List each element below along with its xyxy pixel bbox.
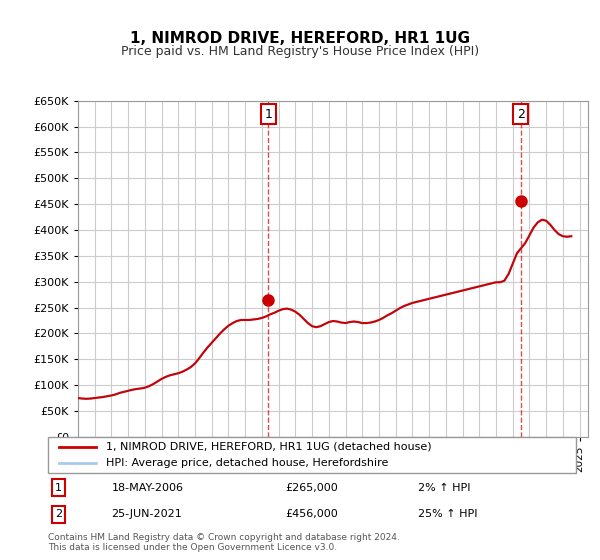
Text: 2: 2	[55, 509, 62, 519]
Text: 1: 1	[55, 483, 62, 493]
Text: 2: 2	[517, 108, 525, 121]
Text: Contains HM Land Registry data © Crown copyright and database right 2024.: Contains HM Land Registry data © Crown c…	[48, 533, 400, 542]
FancyBboxPatch shape	[48, 437, 576, 473]
Text: 1, NIMROD DRIVE, HEREFORD, HR1 1UG (detached house): 1, NIMROD DRIVE, HEREFORD, HR1 1UG (deta…	[106, 442, 432, 452]
Text: 25-JUN-2021: 25-JUN-2021	[112, 509, 182, 519]
Text: 1, NIMROD DRIVE, HEREFORD, HR1 1UG: 1, NIMROD DRIVE, HEREFORD, HR1 1UG	[130, 31, 470, 46]
Text: £456,000: £456,000	[286, 509, 338, 519]
Text: This data is licensed under the Open Government Licence v3.0.: This data is licensed under the Open Gov…	[48, 543, 337, 552]
Text: 25% ↑ HPI: 25% ↑ HPI	[418, 509, 477, 519]
Text: £265,000: £265,000	[286, 483, 338, 493]
Text: 1: 1	[265, 108, 272, 121]
Text: 18-MAY-2006: 18-MAY-2006	[112, 483, 184, 493]
Text: Price paid vs. HM Land Registry's House Price Index (HPI): Price paid vs. HM Land Registry's House …	[121, 45, 479, 58]
Text: 2% ↑ HPI: 2% ↑ HPI	[418, 483, 470, 493]
Text: HPI: Average price, detached house, Herefordshire: HPI: Average price, detached house, Here…	[106, 458, 388, 468]
